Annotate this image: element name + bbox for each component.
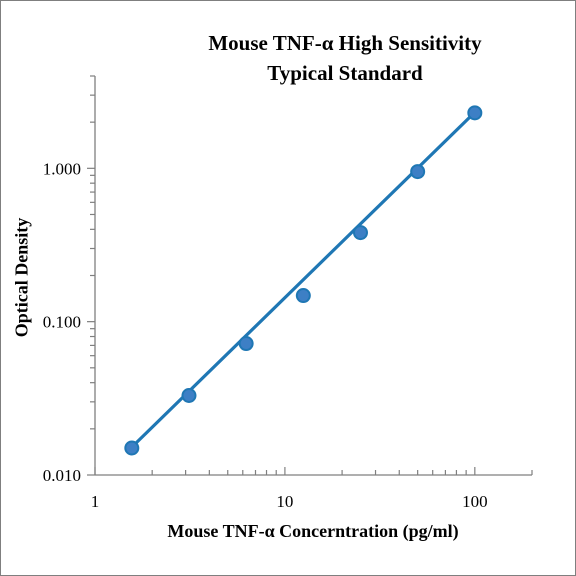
y-tick-label: 1.000	[43, 159, 81, 178]
data-point	[410, 164, 426, 180]
data-point	[352, 225, 368, 241]
data-point	[181, 387, 197, 403]
x-axis-label: Mouse TNF-α Concerntration (pg/ml)	[167, 521, 459, 541]
chart-title-line-2: Typical Standard	[267, 61, 423, 85]
data-point	[467, 105, 483, 121]
y-tick-label: 0.010	[43, 466, 81, 485]
x-tick-label: 1	[91, 492, 100, 511]
data-point	[295, 288, 311, 304]
y-axis-label: Optical Density	[11, 217, 32, 338]
x-tick-label: 100	[462, 492, 488, 511]
data-point	[238, 336, 254, 352]
chart-title-line-1: Mouse TNF-α High Sensitivity	[208, 31, 482, 55]
x-tick-label: 10	[276, 492, 293, 511]
y-tick-label: 0.100	[43, 313, 81, 332]
data-point	[124, 440, 140, 456]
